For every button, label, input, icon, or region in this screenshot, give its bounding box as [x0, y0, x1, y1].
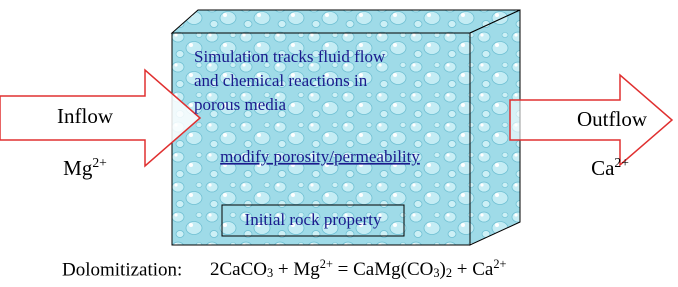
description-line: porous media [194, 95, 287, 114]
formula-text: = CaMg(CO [333, 259, 433, 280]
formula-text: + Mg [273, 259, 320, 280]
description-line: and chemical reactions in [194, 71, 368, 90]
formula-text: Mg [63, 156, 93, 180]
cube-top [172, 10, 520, 33]
formula-sup: 2+ [614, 155, 629, 170]
formula-text: 2CaCO [210, 259, 267, 280]
inflow-ion: Mg2+ [63, 155, 107, 180]
porosity-link: modify porosity/permeability [220, 147, 420, 166]
formula-sup: 2+ [493, 257, 506, 271]
inflow-label: Inflow [57, 104, 114, 128]
diagram: Inflow Mg2+ Outflow Ca2+ Simulation trac… [0, 0, 678, 287]
formula-sup: 2+ [320, 257, 333, 271]
outflow-label: Outflow [577, 107, 648, 131]
formula-text: Ca [591, 156, 615, 180]
formula-text: + Ca [452, 259, 494, 280]
reaction-label: Dolomitization: [62, 259, 182, 280]
reaction-equation: 2CaCO3 + Mg2+ = CaMg(CO3)2 + Ca2+ [210, 257, 507, 280]
formula-sup: 2+ [92, 155, 107, 170]
description-line: Simulation tracks fluid flow [194, 47, 386, 66]
outflow-ion: Ca2+ [591, 155, 629, 180]
property-label: Initial rock property [245, 210, 382, 229]
